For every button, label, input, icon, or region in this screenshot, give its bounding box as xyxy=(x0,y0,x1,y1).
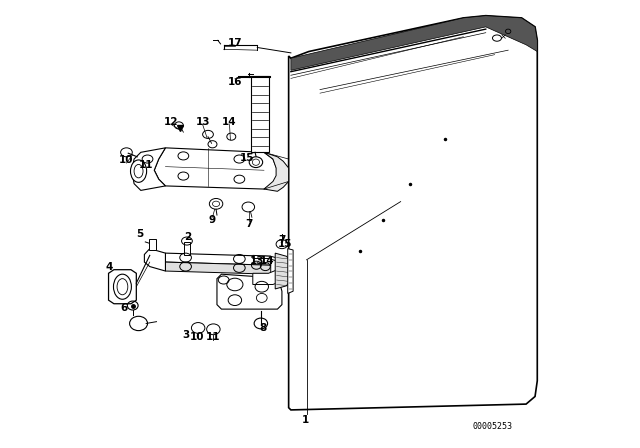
Text: 16: 16 xyxy=(228,77,242,86)
Text: 12: 12 xyxy=(164,117,179,127)
Text: 6: 6 xyxy=(120,303,127,313)
Polygon shape xyxy=(145,249,165,271)
Text: 10: 10 xyxy=(189,332,204,342)
Bar xyxy=(149,239,156,250)
Text: 7: 7 xyxy=(278,235,285,245)
Polygon shape xyxy=(275,253,291,289)
Text: 1: 1 xyxy=(302,415,309,425)
Bar xyxy=(184,242,190,255)
Text: 2: 2 xyxy=(184,233,191,242)
Polygon shape xyxy=(132,148,165,190)
Text: 5: 5 xyxy=(136,229,143,239)
Text: 00005253: 00005253 xyxy=(472,422,513,431)
Polygon shape xyxy=(165,253,271,265)
Text: 8: 8 xyxy=(259,323,266,333)
Text: 17: 17 xyxy=(228,38,242,47)
Polygon shape xyxy=(154,148,278,189)
Text: 11: 11 xyxy=(206,332,221,342)
Polygon shape xyxy=(109,270,136,304)
Polygon shape xyxy=(217,274,282,309)
Ellipse shape xyxy=(131,160,147,182)
Text: 7: 7 xyxy=(246,219,253,229)
Text: 15: 15 xyxy=(240,153,255,163)
Polygon shape xyxy=(165,262,271,274)
Polygon shape xyxy=(264,152,289,191)
Ellipse shape xyxy=(249,157,262,168)
Polygon shape xyxy=(291,16,538,70)
Text: 13: 13 xyxy=(250,256,264,266)
Text: 13: 13 xyxy=(195,117,210,127)
Bar xyxy=(251,76,269,152)
Text: 14: 14 xyxy=(260,256,275,266)
Text: 9: 9 xyxy=(209,215,216,225)
Polygon shape xyxy=(289,16,538,410)
Text: 14: 14 xyxy=(222,117,237,127)
Text: 4: 4 xyxy=(106,262,113,271)
Text: 3: 3 xyxy=(182,330,189,340)
Text: 11: 11 xyxy=(139,160,154,170)
Polygon shape xyxy=(253,255,289,284)
Polygon shape xyxy=(288,249,293,293)
Text: 10: 10 xyxy=(119,155,134,165)
Text: 15: 15 xyxy=(278,239,292,249)
